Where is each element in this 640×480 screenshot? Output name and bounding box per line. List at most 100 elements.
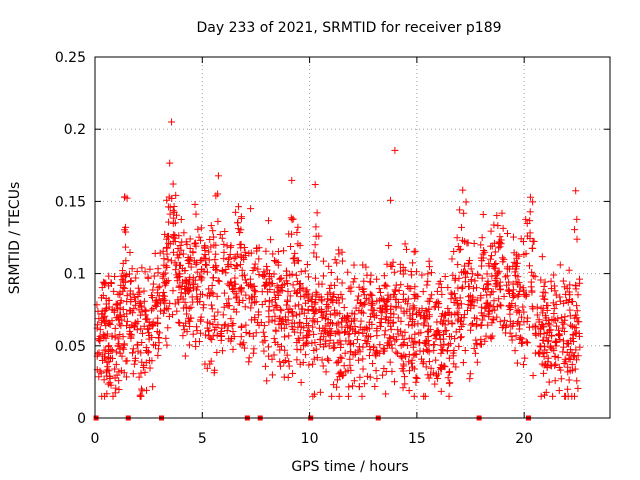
data-point: [544, 337, 552, 345]
data-point: [369, 360, 377, 368]
data-point: [120, 312, 128, 320]
data-point: [160, 270, 168, 278]
data-point: [127, 295, 135, 303]
data-point: [461, 278, 469, 286]
data-point: [309, 317, 317, 325]
y-tick-label: 0.05: [55, 339, 86, 355]
data-point: [261, 362, 269, 370]
data-point: [266, 296, 274, 304]
data-point: [251, 260, 259, 268]
data-point: [459, 359, 467, 367]
data-point: [216, 231, 224, 239]
data-point: [169, 287, 177, 295]
data-point: [277, 275, 285, 283]
data-point: [513, 259, 521, 267]
data-point: [288, 309, 296, 317]
data-point: [326, 289, 334, 297]
data-point: [289, 369, 297, 377]
y-tick-label: 0.15: [55, 194, 86, 210]
data-point: [291, 287, 299, 295]
data-point: [518, 313, 526, 321]
data-point: [192, 260, 200, 268]
data-point: [360, 277, 368, 285]
data-point: [257, 318, 265, 326]
data-point: [106, 354, 114, 362]
data-point: [540, 369, 548, 377]
data-point: [526, 262, 534, 270]
data-point: [350, 261, 358, 269]
data-point: [163, 196, 171, 204]
data-point: [315, 280, 323, 288]
data-point: [376, 341, 384, 349]
data-point: [359, 355, 367, 363]
data-point: [453, 309, 461, 317]
data-point: [504, 287, 512, 295]
data-point: [446, 340, 454, 348]
data-point: [156, 283, 164, 291]
data-point: [521, 354, 529, 362]
data-point: [320, 333, 328, 341]
data-point: [458, 268, 466, 276]
data-point: [362, 324, 370, 332]
data-point: [405, 351, 413, 359]
data-point: [201, 261, 209, 269]
data-point: [203, 268, 211, 276]
data-point: [477, 335, 485, 343]
data-point: [432, 299, 440, 307]
data-point: [354, 346, 362, 354]
data-point: [105, 282, 113, 290]
data-point: [477, 322, 485, 330]
data-point: [300, 292, 308, 300]
data-point: [312, 253, 320, 261]
data-point: [304, 294, 312, 302]
data-point: [494, 222, 502, 230]
data-point: [169, 238, 177, 246]
data-point: [425, 257, 433, 265]
data-point: [267, 236, 275, 244]
data-point: [349, 326, 357, 334]
data-point: [176, 242, 184, 250]
data-point: [331, 343, 339, 351]
data-point: [115, 340, 123, 348]
data-point: [240, 339, 248, 347]
data-point: [510, 292, 518, 300]
data-point: [136, 299, 144, 307]
data-point: [277, 307, 285, 315]
data-point: [310, 306, 318, 314]
data-point: [522, 292, 530, 300]
data-point: [464, 239, 472, 247]
data-point: [114, 335, 122, 343]
data-point: [463, 270, 471, 278]
data-point: [287, 214, 295, 222]
data-point: [223, 327, 231, 335]
data-point: [288, 308, 296, 316]
data-point: [512, 332, 520, 340]
data-point: [295, 301, 303, 309]
data-point: [335, 250, 343, 258]
data-point: [208, 336, 216, 344]
data-point: [208, 289, 216, 297]
data-point: [194, 283, 202, 291]
data-point: [412, 378, 420, 386]
data-point: [187, 314, 195, 322]
data-point: [407, 267, 415, 275]
data-point: [296, 241, 304, 249]
data-point: [469, 319, 477, 327]
data-point: [554, 331, 562, 339]
data-point: [394, 326, 402, 334]
data-point: [252, 288, 260, 296]
data-point: [473, 358, 481, 366]
data-point: [486, 301, 494, 309]
data-point: [214, 277, 222, 285]
data-point: [281, 333, 289, 341]
data-point: [466, 326, 474, 334]
data-point: [229, 286, 237, 294]
data-point: [457, 300, 465, 308]
data-point: [134, 341, 142, 349]
data-point: [392, 296, 400, 304]
data-point: [460, 209, 468, 217]
data-point: [112, 384, 120, 392]
data-point: [503, 229, 511, 237]
data-point: [428, 269, 436, 277]
data-point: [424, 297, 432, 305]
